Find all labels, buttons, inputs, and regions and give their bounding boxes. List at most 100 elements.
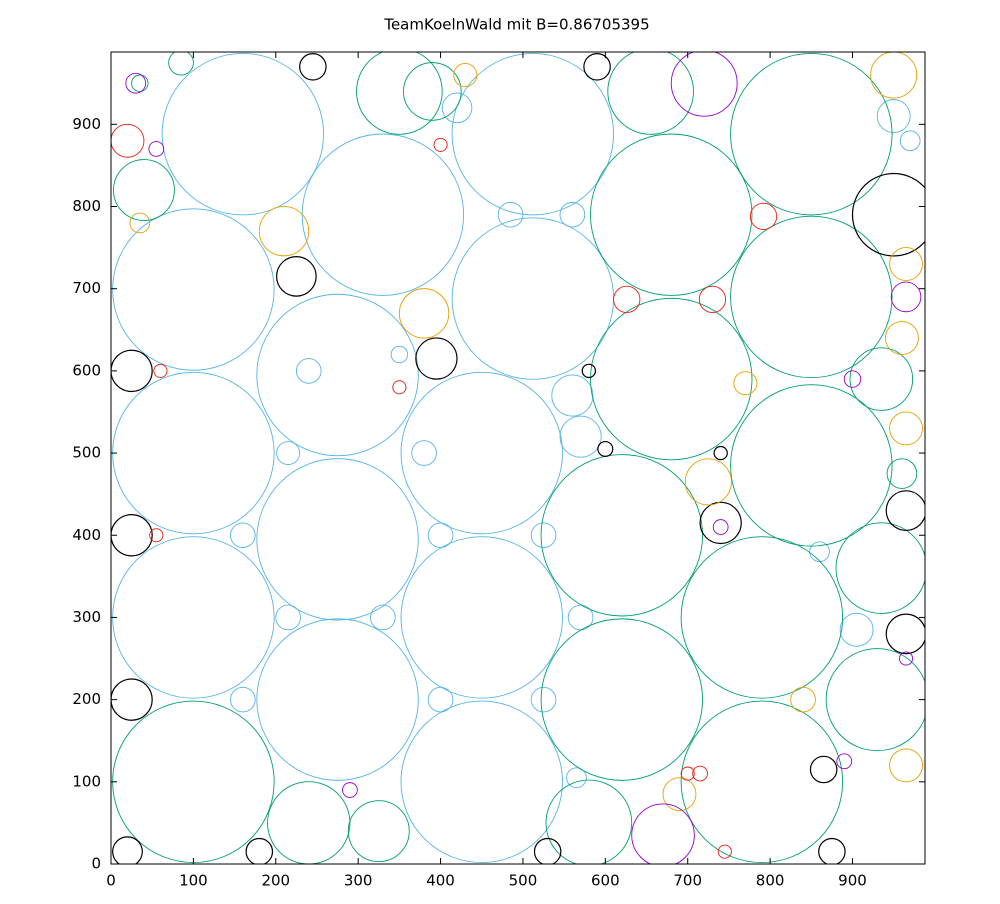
y-tick-label: 400 [72, 526, 101, 544]
circle [111, 678, 153, 721]
circle [258, 205, 310, 257]
circle [427, 686, 454, 713]
x-tick-label: 700 [673, 872, 702, 890]
circle [301, 133, 465, 296]
circle [886, 458, 918, 489]
circle [885, 321, 919, 355]
circle [230, 686, 256, 713]
circle [551, 374, 594, 417]
circle [276, 441, 301, 466]
circle [245, 837, 274, 864]
circle [111, 349, 153, 393]
circle [400, 371, 563, 535]
circle [153, 363, 168, 378]
x-tick-label: 600 [591, 872, 620, 890]
circle [347, 800, 410, 863]
circle [885, 613, 925, 655]
circle [870, 52, 918, 99]
circle [112, 371, 275, 535]
circle [889, 748, 923, 783]
circle [583, 53, 611, 81]
x-tick-label: 100 [179, 872, 208, 890]
circle [275, 604, 301, 631]
circle [597, 440, 614, 457]
circle [818, 837, 846, 864]
circle [267, 781, 351, 864]
circle [161, 52, 325, 216]
circle [148, 141, 165, 157]
circle [849, 347, 914, 411]
circle [851, 172, 925, 257]
circle [149, 528, 164, 543]
circle [566, 767, 587, 789]
circle [680, 536, 844, 699]
circle [559, 201, 586, 228]
circle [111, 123, 145, 158]
circle [730, 215, 893, 379]
circle [256, 293, 419, 457]
circle [699, 501, 742, 545]
circle [530, 686, 557, 713]
circle [390, 345, 409, 364]
circle [453, 63, 478, 87]
x-tick-label: 200 [261, 872, 290, 890]
circle [590, 297, 753, 461]
circle [400, 536, 563, 699]
y-tick-label: 600 [72, 361, 101, 379]
circle [790, 686, 816, 713]
circle [733, 371, 758, 396]
circle [168, 52, 194, 76]
circle [299, 53, 327, 81]
circle [111, 514, 153, 557]
circle [356, 52, 443, 135]
circle [590, 133, 753, 296]
circle [680, 766, 695, 781]
circle [433, 137, 448, 152]
circle [613, 285, 641, 314]
circle [441, 92, 473, 124]
circle [256, 458, 419, 621]
circle [112, 208, 275, 371]
circle [680, 700, 844, 864]
circle [836, 753, 853, 770]
circle [730, 384, 893, 547]
circle [713, 445, 728, 461]
circle [839, 612, 874, 647]
x-tick-label: 400 [426, 872, 455, 890]
circle [545, 779, 633, 864]
circle [835, 522, 925, 614]
circle [698, 285, 727, 314]
circle [825, 648, 925, 752]
circle [131, 74, 149, 92]
circle [230, 522, 256, 549]
circle [411, 440, 437, 466]
y-tick-label: 500 [72, 444, 101, 462]
y-tick-label: 300 [72, 608, 101, 626]
plot-border [110, 51, 926, 865]
y-tick-label: 100 [72, 772, 101, 790]
circle [451, 217, 615, 380]
circle [342, 782, 358, 798]
circle [712, 519, 729, 535]
circle [899, 651, 914, 666]
circle [662, 777, 697, 812]
circle [540, 618, 704, 781]
circle [392, 380, 407, 395]
circle [889, 247, 923, 281]
circle [885, 490, 925, 531]
circle [427, 522, 454, 549]
circle [112, 836, 143, 864]
circle [112, 536, 275, 699]
y-tick-label: 700 [72, 279, 101, 297]
circle [730, 52, 893, 216]
circle [581, 363, 597, 379]
circle [631, 803, 695, 864]
circle [670, 52, 738, 117]
x-tick-label: 800 [756, 872, 785, 890]
circle [256, 618, 419, 781]
circle [113, 159, 175, 222]
circle [684, 458, 732, 506]
y-tick-label: 800 [72, 197, 101, 215]
